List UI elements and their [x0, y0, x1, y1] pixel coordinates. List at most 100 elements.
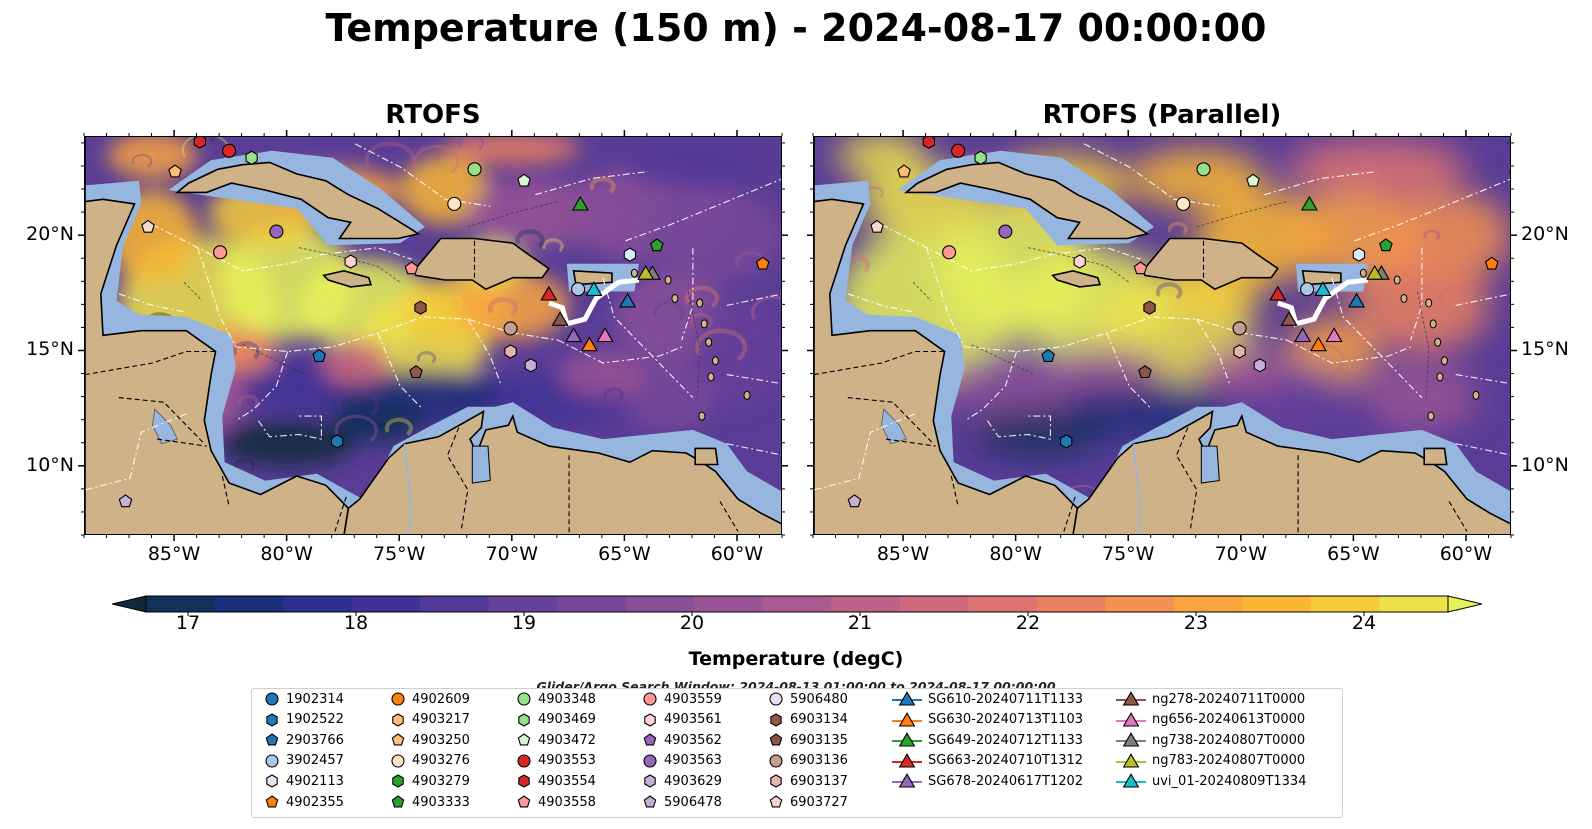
- legend-marker-icon: [517, 733, 531, 746]
- legend-entry: SG649-20240712T1133: [892, 730, 1083, 750]
- legend-marker-icon: [769, 754, 783, 768]
- legend-marker-icon: [769, 795, 783, 808]
- map-marker-uvi_01-20240809T1334: [585, 281, 603, 296]
- legend-entry: 4903217: [390, 710, 470, 730]
- map-marker-ng656-20240613T0000: [596, 327, 614, 343]
- map-marker-SG678-20240617T1202: [1294, 327, 1312, 343]
- map-marker-4903558: [1133, 261, 1148, 275]
- legend-entry: 5906480: [768, 689, 848, 709]
- legend-marker-icon: [392, 712, 404, 727]
- legend-label: 5906478: [664, 794, 722, 810]
- map-marker-SG649-20240712T1133: [571, 195, 589, 211]
- map-marker-6903137: [1233, 344, 1246, 359]
- legend-label: uvi_01-20240809T1334: [1152, 773, 1307, 789]
- legend-entry: ng783-20240807T0000: [1116, 751, 1305, 771]
- map-marker-SG649-20240712T1133: [1300, 195, 1318, 211]
- legend-marker-icon: [392, 774, 404, 789]
- legend-marker-icon: [265, 754, 279, 768]
- legend-label: SG678-20240617T1202: [928, 773, 1084, 789]
- map-marker-4903472: [517, 173, 531, 187]
- land-central: [814, 137, 1079, 534]
- legend-label: 4902609: [412, 691, 470, 707]
- legend-entry: 4902355: [264, 792, 344, 812]
- colorbar-segment: [1036, 596, 1106, 612]
- lat-tick-label: 20°N: [26, 223, 74, 246]
- legend-marker-icon: [265, 795, 279, 808]
- legend: 1902314 1902522 2903766 3902457 4902113 49023…: [251, 688, 1343, 818]
- map-marker-4903553: [222, 143, 237, 158]
- legend-entry: 6903134: [768, 710, 848, 730]
- map-marker-ng278-20240711T0000: [551, 311, 569, 326]
- legend-entry: 1902314: [264, 689, 344, 709]
- legend-label: 4902113: [286, 773, 344, 789]
- colorbar-segment: [1379, 596, 1449, 612]
- map-marker-6903134: [414, 300, 427, 315]
- land-south: [1072, 410, 1510, 534]
- map-marker-4903563: [998, 224, 1013, 239]
- legend-label: ng783-20240807T0000: [1152, 753, 1306, 769]
- legend-marker-icon: [644, 774, 656, 789]
- colorbar-max-extend: [1447, 595, 1482, 613]
- legend-marker-icon: [643, 795, 657, 808]
- map-marker-6903136: [503, 321, 518, 336]
- map-marker-ng783-20240807T0000: [637, 265, 655, 280]
- legend-entry: SG678-20240617T1202: [892, 771, 1083, 791]
- legend-entry: 6903135: [768, 730, 848, 750]
- map-marker-4903348: [467, 162, 482, 177]
- legend-marker-icon: [517, 692, 531, 706]
- colorbar: [112, 595, 1482, 616]
- map-marker-4903554: [922, 137, 936, 149]
- legend-label: ng738-20240807T0000: [1152, 732, 1306, 748]
- legend-label: 4903558: [538, 794, 596, 810]
- map-marker-6903135: [409, 365, 423, 379]
- legend-entry: 4903562: [642, 730, 722, 750]
- legend-label: 6903137: [790, 773, 848, 789]
- legend-entry: 6903137: [768, 771, 848, 791]
- map-marker-4903629: [524, 358, 537, 373]
- legend-entry: 4903629: [642, 771, 722, 791]
- legend-entry: 4902113: [264, 771, 344, 791]
- legend-entry: 4903563: [642, 751, 722, 771]
- legend-marker-icon: [892, 752, 922, 768]
- lon-tick-label: 85°W: [147, 543, 201, 565]
- map-marker-5906478: [847, 494, 862, 508]
- map-marker-6903137: [504, 344, 517, 359]
- lon-tick-label: 85°W: [876, 543, 930, 565]
- legend-label: 4903561: [664, 712, 722, 728]
- legend-entry: 4903469: [516, 710, 596, 730]
- legend-marker-icon: [892, 732, 922, 747]
- map-marker-6903727: [141, 219, 155, 233]
- land-hispaniola: [412, 237, 550, 291]
- map-panel-rtofs: [84, 136, 782, 535]
- land-puertorico: [1301, 269, 1342, 286]
- map-marker-SG610-20240711T1133: [619, 292, 637, 308]
- legend-entry: 4903333: [390, 792, 470, 812]
- map-marker-5906478: [118, 494, 133, 508]
- legend-marker-icon: [892, 691, 922, 706]
- legend-label: 4902355: [286, 794, 344, 810]
- lon-tick-label: 75°W: [1101, 543, 1155, 565]
- map-marker-4903554: [193, 137, 207, 149]
- colorbar-segment: [1242, 596, 1312, 612]
- lat-tick-label: 10°N: [26, 453, 74, 476]
- colorbar-segment: [1173, 596, 1244, 612]
- colorbar-tick-label: 19: [511, 612, 537, 634]
- legend-marker-icon: [1116, 773, 1146, 788]
- map-marker-3902457: [1300, 282, 1315, 297]
- legend-label: 4903469: [538, 712, 596, 728]
- map-marker-4903276: [1176, 196, 1191, 211]
- colorbar-tick-label: 22: [1015, 612, 1041, 634]
- map-marker-4903348: [1196, 162, 1211, 177]
- legend-marker-icon: [770, 774, 782, 789]
- colorbar-segment: [420, 596, 490, 612]
- legend-entry: 4903472: [516, 730, 596, 750]
- colorbar-title: Temperature (degC): [688, 648, 904, 670]
- map-marker-SG630-20240713T1103: [580, 336, 598, 352]
- map-marker-4903559: [942, 245, 957, 260]
- map-marker-4903561: [344, 254, 357, 269]
- colorbar-segment: [214, 596, 284, 612]
- legend-entry: ng738-20240807T0000: [1116, 730, 1305, 750]
- legend-label: 4903559: [664, 691, 722, 707]
- map-rtofs-parallel-svg: [814, 137, 1510, 534]
- map-marker-4903469: [245, 150, 258, 165]
